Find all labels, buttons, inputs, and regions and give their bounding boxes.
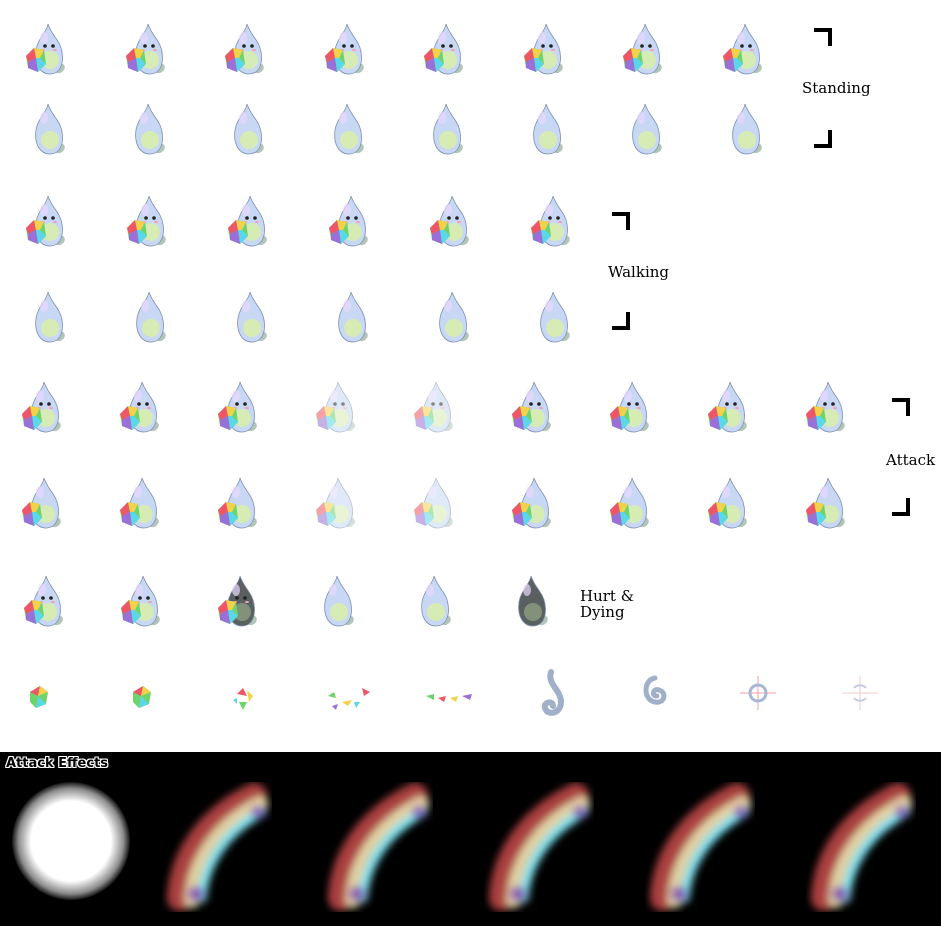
label-standing: Standing <box>802 80 871 96</box>
attack-frame <box>212 378 264 436</box>
gem-breakup-frame <box>322 666 374 724</box>
walking-frame <box>121 192 173 250</box>
walking-frame <box>222 192 274 250</box>
attack-bracket-top <box>892 398 910 416</box>
standing-bracket-top <box>814 28 832 46</box>
hurt-dying-frame <box>115 572 167 630</box>
walking-frame <box>323 192 375 250</box>
effect-rainbow-slash <box>484 782 594 912</box>
walking-frame <box>323 288 375 346</box>
effect-glow-orb <box>12 782 130 900</box>
attack-effects-title: Attack Effects <box>6 756 108 771</box>
gem-breakup-frame <box>219 666 271 724</box>
standing-bracket-bottom <box>814 130 832 148</box>
effect-rainbow-slash <box>645 782 755 912</box>
attack-bracket-bottom <box>892 498 910 516</box>
walking-frame <box>20 288 72 346</box>
attack-frame <box>800 378 852 436</box>
walking-frame <box>424 192 476 250</box>
label-walking: Walking <box>608 264 669 280</box>
label-hurt-dying-line2: Dying <box>580 604 625 620</box>
gem-breakup-frame <box>424 666 476 724</box>
walking-frame <box>424 288 476 346</box>
standing-frame <box>219 100 271 158</box>
attack-frame <box>310 474 362 532</box>
walking-frame <box>525 288 577 346</box>
hurt-dying-frame <box>212 572 264 630</box>
attack-frame <box>408 378 460 436</box>
attack-frame <box>16 474 68 532</box>
attack-frame <box>408 474 460 532</box>
standing-frame <box>20 100 72 158</box>
attack-frame <box>506 474 558 532</box>
standing-frame <box>120 100 172 158</box>
attack-frame <box>310 378 362 436</box>
attack-frame <box>702 378 754 436</box>
attack-frame <box>114 378 166 436</box>
standing-frame <box>518 100 570 158</box>
attack-frame <box>506 378 558 436</box>
effect-rainbow-slash <box>162 782 272 912</box>
attack-frame <box>16 378 68 436</box>
gem-breakup-frame <box>629 666 681 724</box>
attack-frame <box>604 474 656 532</box>
attack-frame <box>212 474 264 532</box>
hurt-dying-frame <box>406 572 458 630</box>
gem-breakup-frame <box>14 666 66 724</box>
standing-frame <box>319 100 371 158</box>
gem-breakup-frame <box>732 666 784 724</box>
standing-frame <box>518 20 570 78</box>
gem-breakup-frame <box>834 666 886 724</box>
standing-frame <box>120 20 172 78</box>
effect-rainbow-slash <box>323 782 433 912</box>
standing-frame <box>219 20 271 78</box>
walking-frame <box>121 288 173 346</box>
standing-frame <box>20 20 72 78</box>
label-attack: Attack <box>886 452 935 468</box>
standing-frame <box>717 20 769 78</box>
walking-bracket-bottom <box>612 312 630 330</box>
standing-frame <box>418 100 470 158</box>
walking-frame <box>525 192 577 250</box>
gem-breakup-frame <box>527 666 579 724</box>
attack-effects-panel: Attack Effects <box>0 752 941 926</box>
hurt-dying-frame <box>503 572 555 630</box>
attack-frame <box>604 378 656 436</box>
standing-frame <box>717 100 769 158</box>
hurt-dying-frame <box>309 572 361 630</box>
walking-bracket-top <box>612 212 630 230</box>
attack-frame <box>702 474 754 532</box>
walking-frame <box>20 192 72 250</box>
standing-frame <box>418 20 470 78</box>
standing-frame <box>617 20 669 78</box>
effect-rainbow-slash <box>806 782 916 912</box>
walking-frame <box>222 288 274 346</box>
standing-frame <box>617 100 669 158</box>
label-hurt-dying-line1: Hurt & <box>580 588 634 604</box>
attack-frame <box>800 474 852 532</box>
gem-breakup-frame <box>117 666 169 724</box>
hurt-dying-frame <box>18 572 70 630</box>
standing-frame <box>319 20 371 78</box>
attack-frame <box>114 474 166 532</box>
